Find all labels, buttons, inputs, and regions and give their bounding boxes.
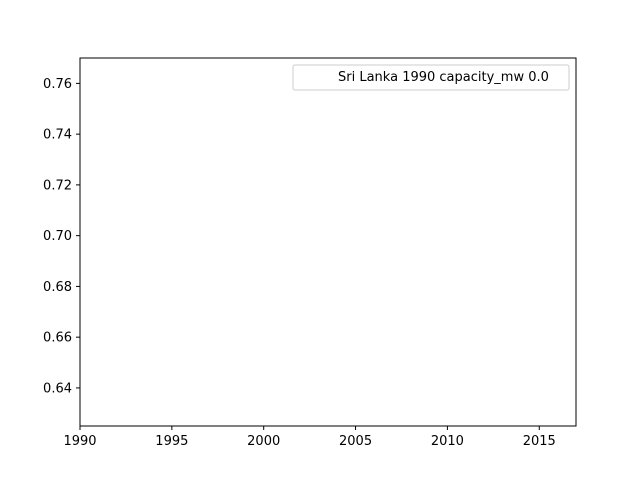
x-tick-label: 2010 bbox=[431, 434, 464, 449]
y-tick-label: 0.72 bbox=[43, 178, 72, 193]
x-axis: 1990 1995 2000 2005 2010 2015 bbox=[63, 426, 556, 449]
x-tick-label: 1995 bbox=[155, 434, 188, 449]
y-axis: 0.64 0.66 0.68 0.70 0.72 0.74 0.76 bbox=[43, 77, 80, 396]
legend-box bbox=[292, 64, 570, 91]
y-tick-label: 0.76 bbox=[43, 77, 72, 92]
y-tick-label: 0.64 bbox=[43, 381, 72, 396]
x-tick-label: 1990 bbox=[63, 434, 96, 449]
y-tick-label: 0.70 bbox=[43, 229, 72, 244]
plot-area bbox=[80, 58, 576, 426]
legend: Sri Lanka 1990 capacity_mw 0.0 bbox=[292, 64, 570, 91]
x-tick-label: 2000 bbox=[247, 434, 280, 449]
y-tick-label: 0.68 bbox=[43, 280, 72, 295]
x-tick-label: 2015 bbox=[523, 434, 556, 449]
legend-entry-label: Sri Lanka 1990 capacity_mw 0.0 bbox=[338, 70, 549, 85]
y-tick-label: 0.74 bbox=[43, 128, 72, 143]
plot-frame bbox=[79, 57, 577, 427]
x-tick-label: 2005 bbox=[339, 434, 372, 449]
y-tick-label: 0.66 bbox=[43, 331, 72, 346]
